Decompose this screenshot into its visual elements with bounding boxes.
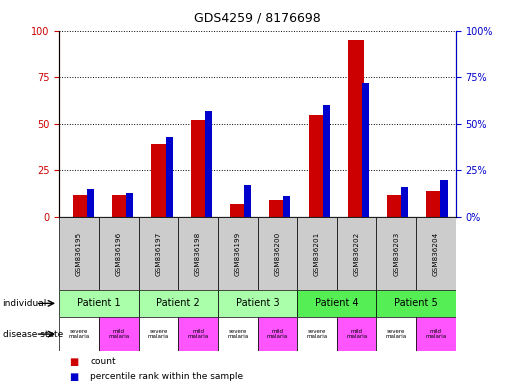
Bar [166, 137, 173, 217]
Text: severe
malaria: severe malaria [227, 329, 248, 339]
Text: mild
malaria: mild malaria [108, 329, 129, 339]
Text: severe
malaria: severe malaria [68, 329, 90, 339]
Text: Patient 3: Patient 3 [236, 298, 279, 308]
Bar [337, 317, 376, 351]
Bar [73, 195, 89, 217]
Bar [218, 290, 297, 317]
Bar [230, 204, 246, 217]
Text: GSM836201: GSM836201 [314, 231, 320, 276]
Bar [99, 217, 139, 290]
Text: GDS4259 / 8176698: GDS4259 / 8176698 [194, 12, 321, 25]
Bar [244, 185, 251, 217]
Bar [297, 317, 337, 351]
Bar [308, 114, 324, 217]
Text: mild
malaria: mild malaria [425, 329, 447, 339]
Bar [59, 290, 139, 317]
Bar [139, 317, 178, 351]
Bar [218, 317, 258, 351]
Text: GSM836198: GSM836198 [195, 231, 201, 276]
Bar [283, 197, 290, 217]
Bar [401, 187, 408, 217]
Text: GSM836202: GSM836202 [354, 231, 359, 276]
Bar [139, 217, 178, 290]
Bar [151, 144, 167, 217]
Bar [362, 83, 369, 217]
Bar [440, 180, 448, 217]
Bar [337, 217, 376, 290]
Text: ■: ■ [70, 357, 79, 367]
Text: disease state: disease state [3, 329, 63, 339]
Text: individual: individual [3, 299, 47, 308]
Bar [297, 290, 376, 317]
Bar [376, 217, 416, 290]
Text: severe
malaria: severe malaria [148, 329, 169, 339]
Text: ■: ■ [70, 372, 79, 382]
Bar [323, 105, 330, 217]
Text: count: count [90, 357, 116, 366]
Text: Patient 2: Patient 2 [157, 298, 200, 308]
Text: severe
malaria: severe malaria [386, 329, 407, 339]
Bar [376, 317, 416, 351]
Bar [191, 120, 207, 217]
Bar [258, 317, 297, 351]
Bar [269, 200, 285, 217]
Bar [348, 40, 364, 217]
Text: GSM836197: GSM836197 [156, 231, 161, 276]
Text: mild
malaria: mild malaria [346, 329, 367, 339]
Text: GSM836204: GSM836204 [433, 231, 439, 276]
Text: GSM836195: GSM836195 [76, 231, 82, 276]
Text: mild
malaria: mild malaria [267, 329, 288, 339]
Text: GSM836199: GSM836199 [235, 231, 241, 276]
Text: Patient 4: Patient 4 [315, 298, 358, 308]
Bar [416, 217, 456, 290]
Bar [387, 195, 403, 217]
Bar [59, 217, 99, 290]
Bar [218, 217, 258, 290]
Bar [178, 217, 218, 290]
Bar [178, 317, 218, 351]
Bar [139, 290, 218, 317]
Bar [59, 317, 99, 351]
Bar [112, 195, 128, 217]
Bar [416, 317, 456, 351]
Bar [376, 290, 456, 317]
Text: GSM836203: GSM836203 [393, 231, 399, 276]
Text: Patient 1: Patient 1 [77, 298, 121, 308]
Text: mild
malaria: mild malaria [187, 329, 209, 339]
Bar [87, 189, 94, 217]
Bar [126, 193, 133, 217]
Bar [426, 191, 442, 217]
Text: percentile rank within the sample: percentile rank within the sample [90, 372, 243, 381]
Bar [205, 111, 212, 217]
Text: severe
malaria: severe malaria [306, 329, 328, 339]
Bar [297, 217, 337, 290]
Text: Patient 5: Patient 5 [394, 298, 438, 308]
Bar [99, 317, 139, 351]
Text: GSM836196: GSM836196 [116, 231, 122, 276]
Bar [258, 217, 297, 290]
Text: GSM836200: GSM836200 [274, 231, 280, 276]
